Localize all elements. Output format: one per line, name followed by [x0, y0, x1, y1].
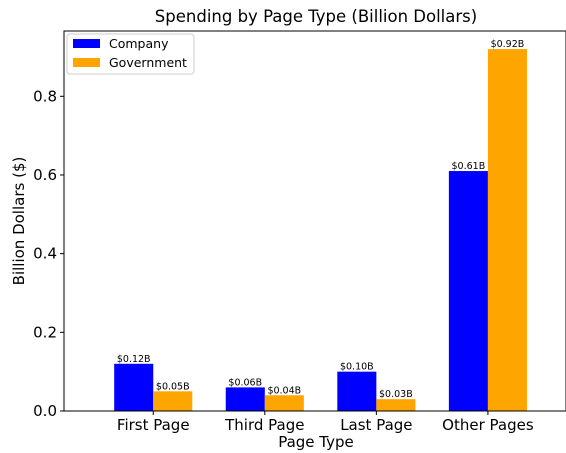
bar-company-4: [448, 171, 488, 411]
data-label-government-4: $0.92B: [491, 39, 525, 50]
plot-area: $0.12B $0.05B $0.06B $0.04B $0.10B $0.03B $0.6…: [33, 30, 566, 434]
bar-company-2: [225, 387, 265, 411]
legend-label-company: Company: [109, 36, 169, 51]
bar-government-3: [376, 399, 416, 411]
chart-title: Spending by Page Type (Billion Dollars): [155, 7, 477, 26]
bar-government-2: [264, 395, 304, 411]
data-label-government-3: $0.03B: [379, 389, 413, 400]
bar-government-1: [153, 391, 193, 411]
legend-label-government: Government: [109, 55, 187, 70]
x-axis-label: Page Type: [278, 433, 354, 451]
y-tick-label: 0.6: [33, 166, 57, 184]
y-axis: 0.0 0.2 0.4 0.6 0.8: [33, 87, 64, 420]
legend: Company Government: [66, 33, 195, 75]
data-label-company-2: $0.06B: [228, 377, 262, 388]
y-tick-label: 0.8: [33, 87, 57, 105]
legend-swatch-company: [73, 39, 100, 48]
legend-swatch-government: [73, 58, 100, 67]
y-tick-label: 0.4: [33, 245, 57, 263]
bar-company-3: [337, 371, 377, 411]
y-tick-label: 0.2: [33, 323, 57, 341]
x-axis: First Page Third Page Last Page Other Pages: [117, 411, 534, 434]
data-labels-group: $0.12B $0.05B $0.06B $0.04B $0.10B $0.03B $0.6…: [117, 39, 524, 400]
data-label-company-3: $0.10B: [340, 362, 374, 373]
data-label-government-1: $0.05B: [156, 381, 190, 392]
x-tick-label: Last Page: [340, 416, 412, 434]
x-tick-label: Other Pages: [442, 416, 534, 434]
y-axis-label: Billion Dollars ($): [10, 157, 28, 286]
bar-company-1: [114, 363, 154, 411]
y-tick-label: 0.0: [33, 402, 57, 420]
bar-government-4: [487, 49, 527, 411]
bars-group: [114, 49, 527, 411]
data-label-company-4: $0.61B: [452, 161, 486, 172]
x-tick-label: First Page: [117, 416, 190, 434]
plot-frame: [63, 30, 566, 412]
x-tick-label: Third Page: [224, 416, 304, 434]
data-label-government-2: $0.04B: [267, 385, 301, 396]
data-label-company-1: $0.12B: [117, 354, 151, 365]
